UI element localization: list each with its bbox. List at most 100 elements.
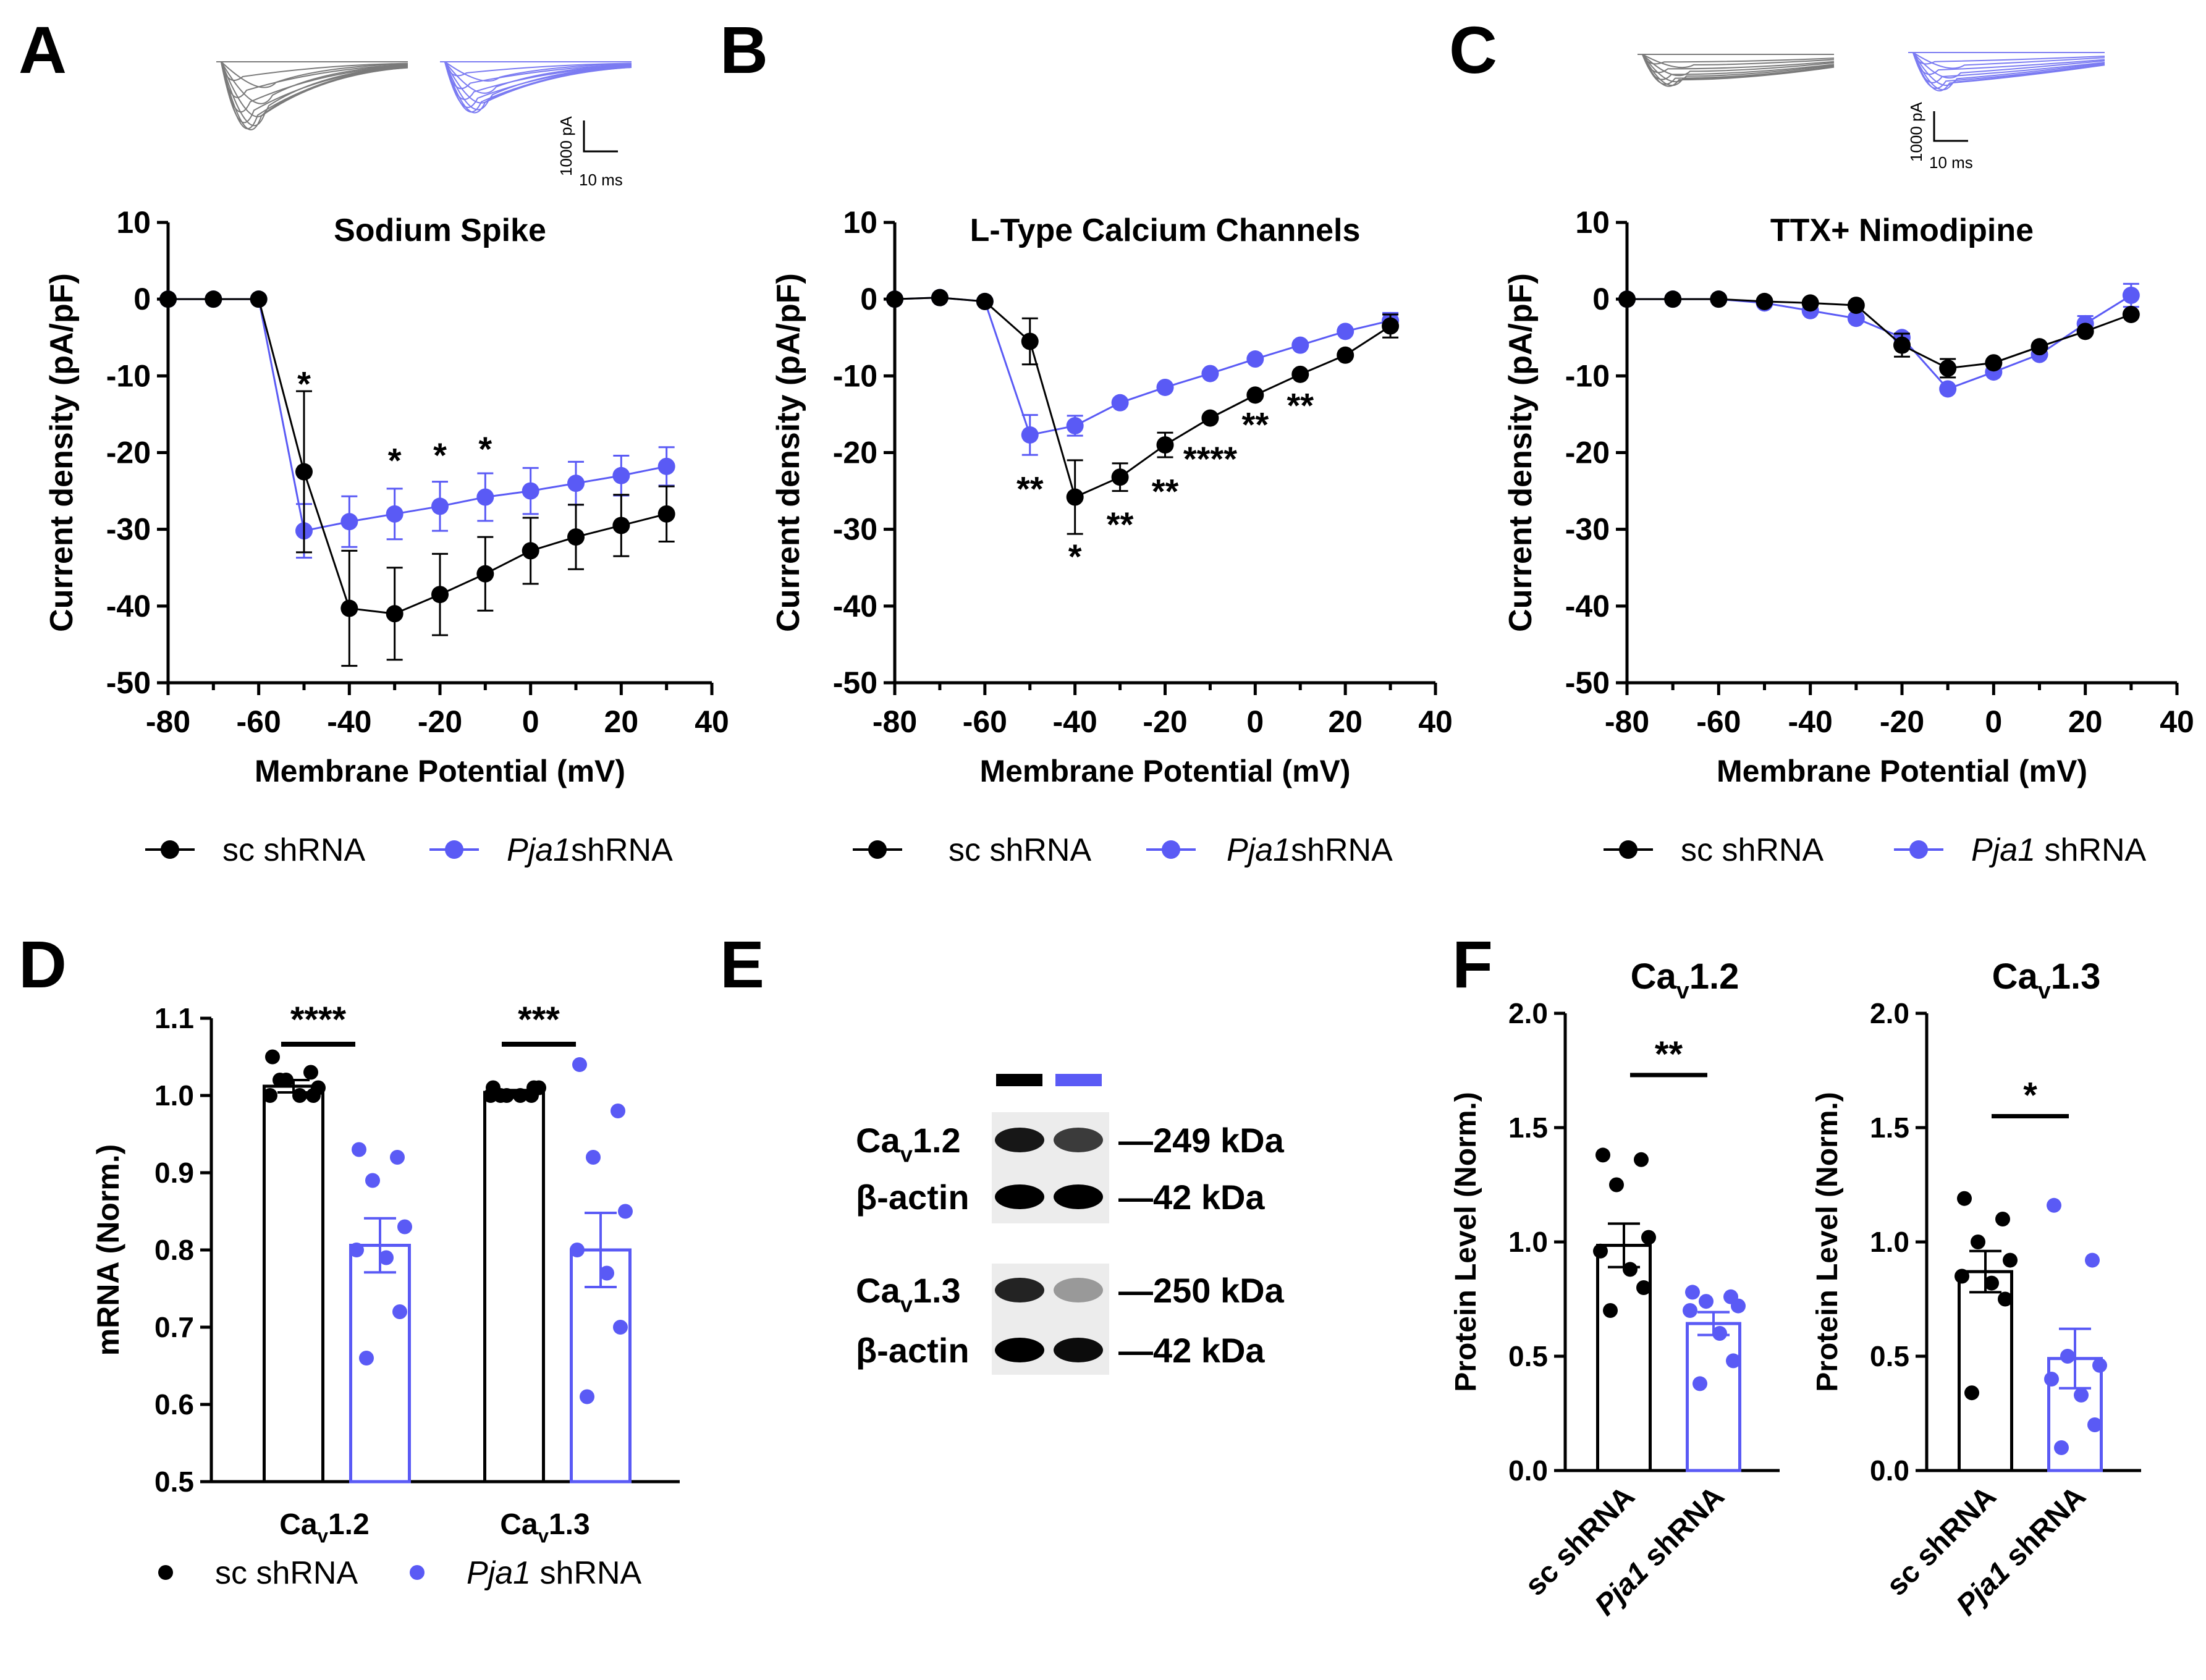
iv-chart-sodium: 10 0 -10 -20 -30 -40 -50 -80 -60 -40 -20 0 20 40 Sodiu… [44, 205, 729, 788]
legend-c-sc-label: sc shRNA [1681, 832, 1824, 868]
series-line [168, 298, 667, 532]
current-trace [440, 61, 632, 104]
significance-marker: * [433, 436, 447, 475]
bar [570, 1248, 632, 1484]
data-point [522, 542, 539, 560]
data-point [2122, 286, 2140, 304]
bar-chart-protein-cav13: 0.0 0.5 1.0 1.5 2.0 Protein Level (Norm.) Cav1… [1811, 956, 2141, 1622]
y-tick-label: 1.0 [154, 1079, 194, 1112]
traces-c-sc [1638, 54, 1835, 87]
legend-b-pja1-label: Pja1shRNA [1227, 832, 1393, 868]
panel-letter-d: D [19, 927, 67, 1002]
data-point [1201, 365, 1219, 382]
series-line [894, 297, 1391, 499]
data-dot [599, 1265, 614, 1281]
y-tick-label: 0.5 [1870, 1340, 1909, 1372]
x-tick-label: -40 [327, 704, 371, 739]
data-point [2076, 323, 2094, 340]
data-point [657, 457, 675, 475]
group-label: Cav1.3 [500, 1508, 590, 1547]
legend-a-pja1-label: Pja1shRNA [507, 832, 673, 868]
x-tick-label: -40 [1053, 704, 1097, 739]
significance-marker: ** [1287, 386, 1314, 424]
data-point [1756, 292, 1773, 310]
data-dot [618, 1204, 633, 1219]
blot-band [995, 1184, 1044, 1209]
blot-row-label: Cav1.3 [856, 1271, 961, 1317]
panel-letter-b: B [720, 12, 768, 87]
traces-c-pja1 [1908, 52, 2105, 91]
current-trace [216, 61, 408, 88]
y-tick-label: 0 [860, 282, 877, 316]
blot-band [995, 1278, 1044, 1302]
data-point [1337, 323, 1354, 340]
y-tick-label: -30 [1565, 512, 1610, 547]
data-dot [2047, 1197, 2061, 1213]
blot-band [995, 1128, 1044, 1152]
y-tick-label: 2.0 [1508, 997, 1548, 1029]
blot-band [1054, 1184, 1103, 1209]
data-point [1111, 468, 1129, 486]
data-dot [379, 1250, 394, 1265]
y-axis-label: Protein Level (Norm.) [1450, 1092, 1482, 1391]
bar [349, 1244, 411, 1484]
data-point [1985, 354, 2003, 372]
current-trace [216, 61, 408, 117]
x-tick-label: -60 [1696, 704, 1741, 739]
data-point [295, 463, 313, 481]
data-dot [570, 1243, 585, 1257]
iv-chart-ttx-nimodipine: 10 0 -10 -20 -30 -40 -50 -80 -60 -40 -20 0 20 40 TTX+ … [1503, 205, 2194, 788]
data-dot [2054, 1440, 2069, 1455]
significance-marker: ** [1655, 1034, 1683, 1074]
y-tick-label: 1.5 [1508, 1112, 1548, 1144]
x-tick-label: 20 [1328, 704, 1363, 739]
blot-size-label: —250 kDa [1118, 1271, 1285, 1310]
y-tick-label: -50 [1565, 665, 1610, 700]
current-trace [1638, 54, 1835, 77]
data-point [205, 290, 222, 308]
lane-marker-sc [996, 1074, 1042, 1086]
data-point [1066, 488, 1084, 506]
y-tick-label: 0.5 [154, 1466, 194, 1498]
y-tick-label: 2.0 [1870, 997, 1909, 1029]
x-tick-label: -80 [873, 704, 917, 739]
chart-title: Sodium Spike [334, 213, 546, 248]
significance-marker: * [1068, 537, 1082, 576]
data-dot [613, 1320, 628, 1335]
data-dot [1971, 1235, 1985, 1249]
legend-a-sc-label: sc shRNA [222, 832, 365, 868]
bar-chart-protein-cav12: 0.0 0.5 1.0 1.5 2.0 Protein Level (Norm.) Cav1… [1450, 956, 1780, 1622]
lane-marker-pja1 [1055, 1074, 1102, 1086]
y-tick-label: 1.5 [1870, 1112, 1909, 1144]
current-trace [1908, 52, 2105, 91]
data-dot [1699, 1294, 1714, 1309]
data-point [250, 290, 268, 308]
significance-marker: ** [1152, 471, 1179, 510]
data-point [340, 599, 358, 617]
data-dot [526, 1080, 541, 1095]
y-tick-label: -20 [106, 436, 151, 470]
data-dot [1603, 1303, 1618, 1318]
x-tick-label: 0 [522, 704, 539, 739]
significance-marker: **** [1183, 439, 1237, 478]
x-tick-label: -80 [146, 704, 190, 739]
data-dot [1731, 1298, 1746, 1314]
data-point [1156, 436, 1174, 454]
current-trace [1638, 54, 1835, 83]
legend-d-sc-marker [158, 1565, 173, 1580]
legend-c-sc-marker [1619, 840, 1638, 859]
current-trace [1638, 54, 1835, 65]
data-point [1291, 336, 1309, 354]
legend-d-pja1-marker [410, 1565, 425, 1580]
data-dot [2074, 1387, 2089, 1403]
current-trace [1638, 54, 1835, 69]
chart-title: TTX+ Nimodipine [1770, 213, 2034, 248]
data-point [1618, 290, 1636, 308]
data-point [386, 505, 404, 523]
data-point [1246, 386, 1264, 404]
data-dot [572, 1057, 587, 1072]
data-dot [1984, 1275, 1999, 1291]
bar [1686, 1322, 1741, 1472]
